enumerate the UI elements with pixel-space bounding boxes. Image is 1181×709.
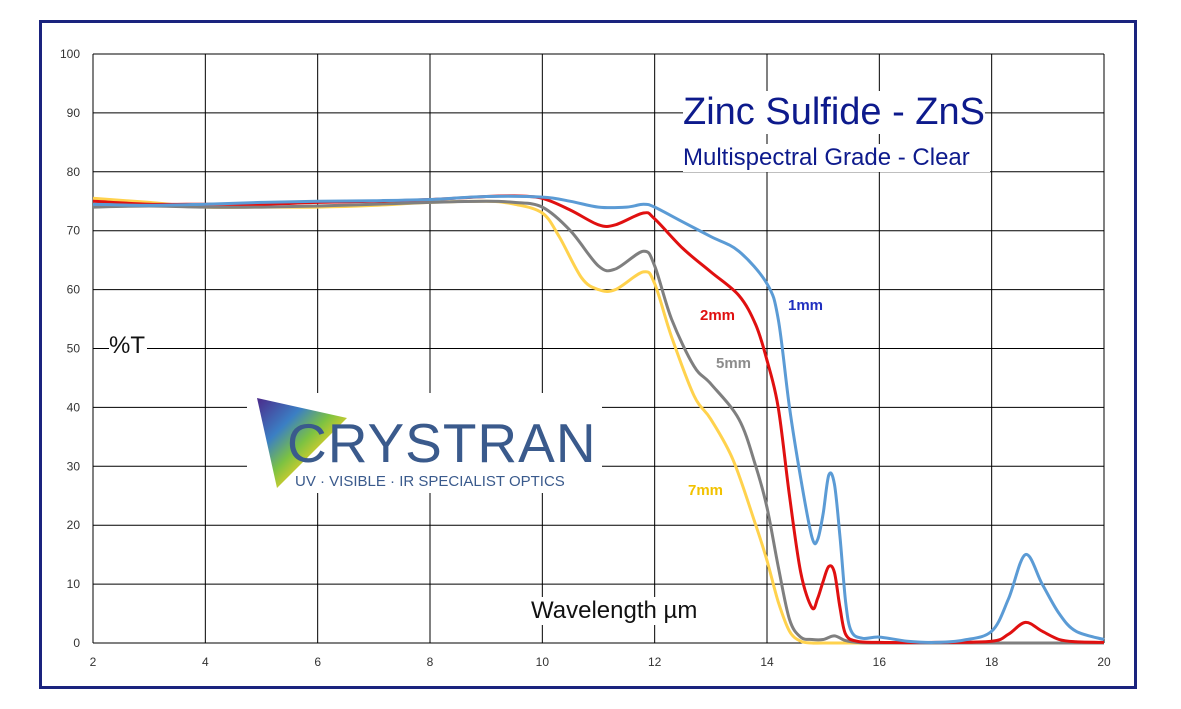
series-label-2mm: 2mm (700, 307, 736, 324)
y-tick-label: 100 (60, 47, 80, 61)
y-tick-label: 0 (73, 636, 80, 650)
y-tick-label: 90 (67, 106, 81, 120)
y-tick-label: 80 (67, 165, 81, 179)
x-tick-label: 12 (648, 655, 662, 669)
x-axis-label: Wavelength µm (531, 597, 698, 625)
tick-labels: 0 10 20 30 40 50 60 70 80 90 100 2 4 6 8 10 12 14 16 18 20 (60, 47, 1111, 669)
chart-subtitle: Multispectral Grade - Clear (683, 144, 990, 172)
series-lines (92, 194, 1105, 645)
x-tick-label: 10 (536, 655, 550, 669)
y-tick-label: 70 (67, 224, 81, 238)
y-tick-label: 20 (67, 518, 81, 532)
prism-logo-icon (257, 398, 347, 488)
series-label-1mm: 1mm (788, 297, 824, 314)
x-tick-label: 16 (873, 655, 887, 669)
y-tick-label: 60 (67, 283, 81, 297)
chart-frame (39, 20, 1137, 689)
x-tick-label: 20 (1097, 655, 1111, 669)
x-tick-label: 18 (985, 655, 999, 669)
y-tick-label: 40 (67, 400, 81, 414)
y-tick-label: 10 (67, 577, 81, 591)
series-label-7mm: 7mm (688, 482, 724, 499)
x-tick-label: 14 (760, 655, 774, 669)
series-label-5mm: 5mm (716, 355, 752, 372)
y-tick-label: 50 (67, 342, 81, 356)
series-line-5mm (92, 199, 1104, 645)
x-tick-label: 4 (202, 655, 209, 669)
x-tick-label: 2 (90, 655, 97, 669)
grid (92, 53, 1105, 644)
x-tick-label: 6 (314, 655, 321, 669)
y-axis-label: %T (109, 332, 147, 360)
series-line-1mm (92, 194, 1105, 644)
logo-tagline: UV · VISIBLE · IR SPECIALIST OPTICS (295, 473, 565, 490)
chart-title: Zinc Sulfide - ZnS (683, 91, 985, 134)
x-tick-label: 8 (427, 655, 434, 669)
logo-wordmark: CRYSTRAN (287, 412, 597, 474)
y-tick-label: 30 (67, 459, 81, 473)
crystran-logo: CRYSTRAN UV · VISIBLE · IR SPECIALIST OP… (247, 393, 602, 493)
